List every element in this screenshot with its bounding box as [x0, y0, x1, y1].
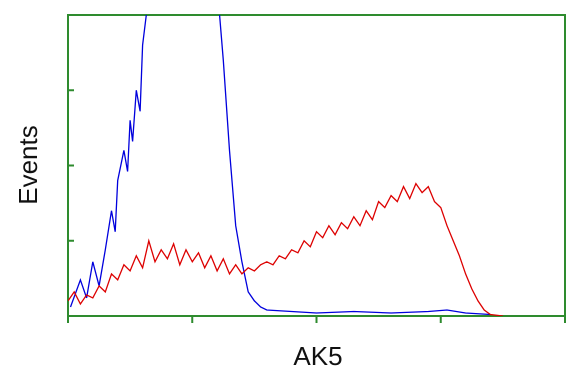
plot-area	[68, 15, 503, 316]
series-line	[68, 182, 503, 316]
y-axis-label: Events	[13, 125, 43, 205]
x-axis-label: AK5	[293, 341, 342, 371]
series-line	[69, 15, 491, 316]
